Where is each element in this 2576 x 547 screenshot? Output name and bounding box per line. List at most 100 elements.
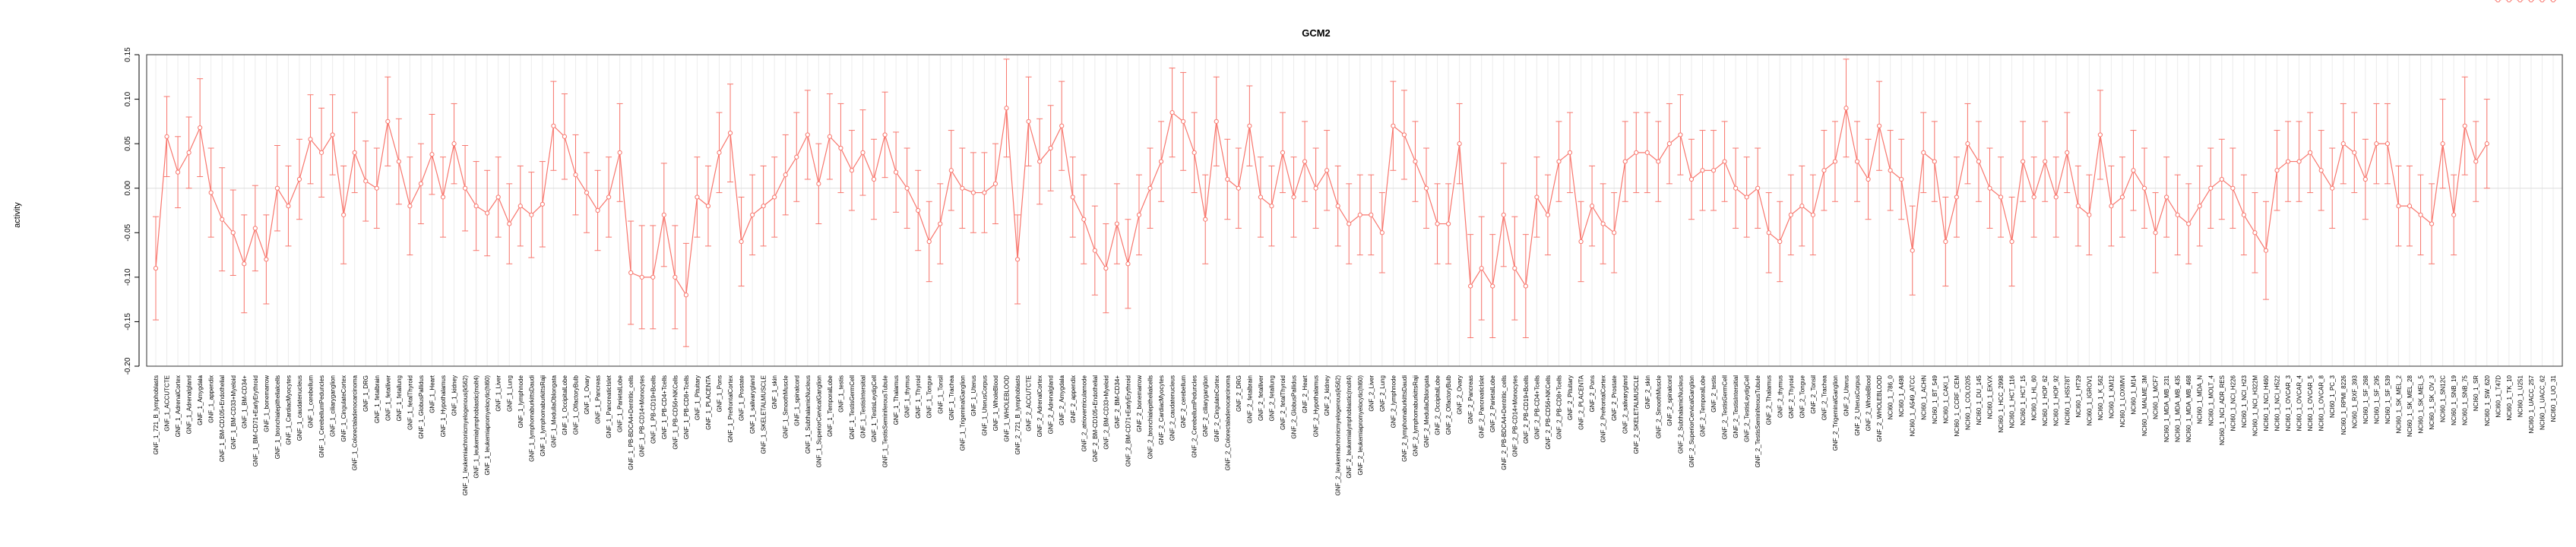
- x-tick-label: NCI60_1_SK_OV_3: [2429, 375, 2435, 429]
- data-point: [717, 150, 722, 155]
- data-point: [992, 181, 998, 186]
- x-tick-label: GNF_1_Pons: [716, 375, 723, 412]
- x-tick-label: GNF_2_lymphomaburkittsRaji: [1412, 375, 1419, 457]
- x-tick-label: GNF_1_fetalThyroid: [407, 375, 413, 430]
- data-point: [960, 185, 965, 191]
- data-point: [2065, 150, 2070, 155]
- data-point: [838, 145, 843, 151]
- data-point: [517, 204, 523, 209]
- data-point: [1103, 266, 1109, 271]
- x-tick-label: GNF_1_OlfactoryBulb: [572, 375, 579, 435]
- data-point: [1976, 159, 1982, 164]
- data-point: [916, 207, 921, 213]
- x-tick-label: NCI60_1_NCI_H322M: [2252, 375, 2258, 436]
- x-tick-label: GNF_2_Prostate: [1611, 375, 1618, 421]
- x-tick-label: GNF_2_leukemiachronicmyelogenous(k562): [1335, 375, 1342, 496]
- x-tick-label: NCI60_1_SR: [2473, 375, 2479, 411]
- data-point: [2484, 141, 2489, 147]
- data-point: [1236, 185, 1241, 191]
- x-tick-label: GNF_2_OlfactoryBulb: [1445, 375, 1452, 435]
- x-tick-label: GNF_2_spinalcord: [1666, 375, 1673, 426]
- data-point: [1379, 230, 1385, 236]
- data-point: [562, 134, 568, 139]
- x-tick-label: GNF_1_fetallung: [396, 375, 403, 421]
- x-tick-label: GNF_1_fetalliver: [385, 375, 391, 421]
- x-tick-label: NCI60_1_T47D: [2495, 375, 2502, 418]
- x-tick-label: GNF_1_Thalamus: [893, 375, 900, 425]
- x-tick-label: GNF_2_PB-CD14+Monocytes: [1511, 375, 1518, 457]
- data-point: [1324, 168, 1330, 173]
- x-tick-label: GNF_2_salivarygland: [1622, 375, 1629, 434]
- x-tick-label: NCI60_1_SW_620: [2484, 375, 2491, 425]
- x-tick-label: GNF_2_PrefrontalCortex: [1600, 375, 1607, 442]
- x-tick-label: NCI60_1_SF_295: [2373, 375, 2380, 424]
- data-point: [2473, 159, 2479, 164]
- data-point: [926, 239, 932, 245]
- data-point: [1369, 212, 1374, 217]
- data-point: [352, 150, 357, 155]
- x-tick-label: NCI60_1_UACC_62: [2539, 375, 2546, 430]
- x-tick-label: GNF_2_Amygdala: [1059, 375, 1065, 425]
- data-point: [783, 172, 788, 178]
- data-point: [695, 194, 700, 200]
- data-point: [1479, 266, 1484, 271]
- data-point: [341, 212, 347, 217]
- x-tick-label: GNF_1_Tongue: [926, 375, 933, 418]
- x-tick-label: GNF_1_CardiacMyocytes: [285, 375, 292, 445]
- x-tick-label: NCI60_1_MALME_3M: [2141, 375, 2148, 436]
- data-point: [1600, 221, 1606, 226]
- data-point: [1059, 123, 1065, 128]
- data-point: [727, 130, 733, 136]
- x-tick-label: GNF_1_appendix: [208, 375, 215, 423]
- x-tick-label: GNF_2_SmoothMuscle: [1655, 375, 1662, 438]
- data-point: [938, 221, 943, 226]
- data-point: [1302, 159, 1308, 164]
- x-tick-label: GNF_1_Trachea: [948, 375, 955, 420]
- data-point: [2462, 123, 2467, 128]
- data-point: [2119, 194, 2125, 200]
- x-tick-label: NCI60_1_OVCAR_5: [2307, 375, 2314, 431]
- x-tick-label: GNF_2_bronchialepithelialcells: [1147, 375, 1154, 459]
- data-point: [529, 212, 534, 217]
- data-point: [507, 221, 512, 226]
- data-point: [1214, 119, 1219, 124]
- data-point: [628, 270, 634, 276]
- x-tick-label: GNF_1_TemporalLobe: [827, 375, 834, 436]
- data-point: [705, 204, 711, 209]
- x-tick-label: GNF_1_testis: [837, 375, 844, 413]
- data-point: [2109, 204, 2114, 209]
- x-tick-label: NCI60_1_U251: [2517, 375, 2524, 417]
- x-tick-label: GNF_1_leukemialymphoblastic(molt4): [473, 375, 480, 479]
- data-point: [1347, 221, 1352, 226]
- data-point: [2009, 239, 2014, 245]
- data-point: [1578, 239, 1584, 245]
- x-tick-label: GNF_1_lymphomaburkittsRaji: [540, 375, 546, 457]
- x-tick-label: NCI60_1_MDA_MB_435: [2175, 375, 2182, 442]
- x-tick-label: GNF_2_721_B_lymphoblasts: [1014, 375, 1021, 455]
- x-tick-label: NCI60_1_SF_539: [2385, 375, 2391, 424]
- x-tick-label: GNF_2_PB-BDCA4+Dentritic_cells: [1501, 375, 1508, 470]
- x-tick-label: NCI60_1_OVCAR_8: [2318, 375, 2325, 431]
- x-tick-label: GNF_2_SKELETALMUSCLE: [1633, 375, 1640, 454]
- x-tick-label: GNF_1_TrigeminalGanglion: [959, 375, 966, 451]
- data-point: [1788, 212, 1793, 217]
- x-tick-label: GNF_1_Liver: [495, 375, 502, 412]
- data-point: [2352, 150, 2357, 155]
- x-tick-label: GNF_2_appendix: [1070, 375, 1077, 423]
- data-points: [153, 0, 2556, 298]
- data-point: [1777, 239, 1783, 245]
- x-tick-label: NCI60_1_EKVX: [1987, 375, 1994, 419]
- x-tick-label: GNF_2_Uterus: [1843, 375, 1850, 416]
- data-point: [208, 190, 214, 195]
- x-tick-label: GNF_2_TestisSeminiferousTubule: [1755, 375, 1761, 467]
- data-point: [904, 185, 910, 191]
- x-tick-label: GNF_2_TestisLeydigCell: [1744, 375, 1751, 442]
- x-tick-label: GNF_2_Colorectaladenocarcinoma: [1224, 375, 1231, 470]
- data-point: [661, 212, 666, 217]
- data-point: [2540, 0, 2545, 3]
- data-point: [1423, 185, 1429, 191]
- data-point: [1932, 159, 1937, 164]
- x-tick-label: GNF_1_SuperiorCervicalGanglion: [815, 375, 822, 467]
- data-point: [2440, 141, 2445, 147]
